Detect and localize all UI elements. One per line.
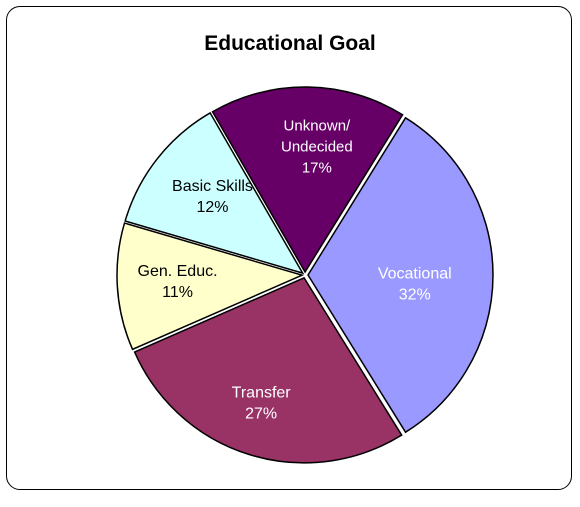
slice-label: Gen. Educ.: [138, 263, 218, 280]
pie-slice-transfer: [133, 276, 403, 464]
slice-label: Unknown/: [284, 117, 352, 134]
slice-value-label: 32%: [399, 287, 431, 304]
slice-label: Undecided: [281, 138, 353, 155]
pie-slice-unknown-undecided: [211, 86, 404, 274]
slice-value-label: 11%: [162, 284, 193, 301]
slice-label: Vocational: [378, 266, 452, 283]
pie-slice-vocational: [307, 116, 494, 434]
slice-value-label: 17%: [302, 159, 332, 176]
pie-slice-gen-educ: [116, 222, 305, 351]
slice-label: Basic Skills: [172, 178, 253, 195]
chart-title: Educational Goal: [204, 32, 376, 55]
slice-value-label: 27%: [245, 406, 277, 423]
slice-value-label: 12%: [196, 199, 228, 216]
slice-label: Transfer: [232, 385, 292, 402]
pie-slice-basic-skills: [124, 111, 305, 275]
